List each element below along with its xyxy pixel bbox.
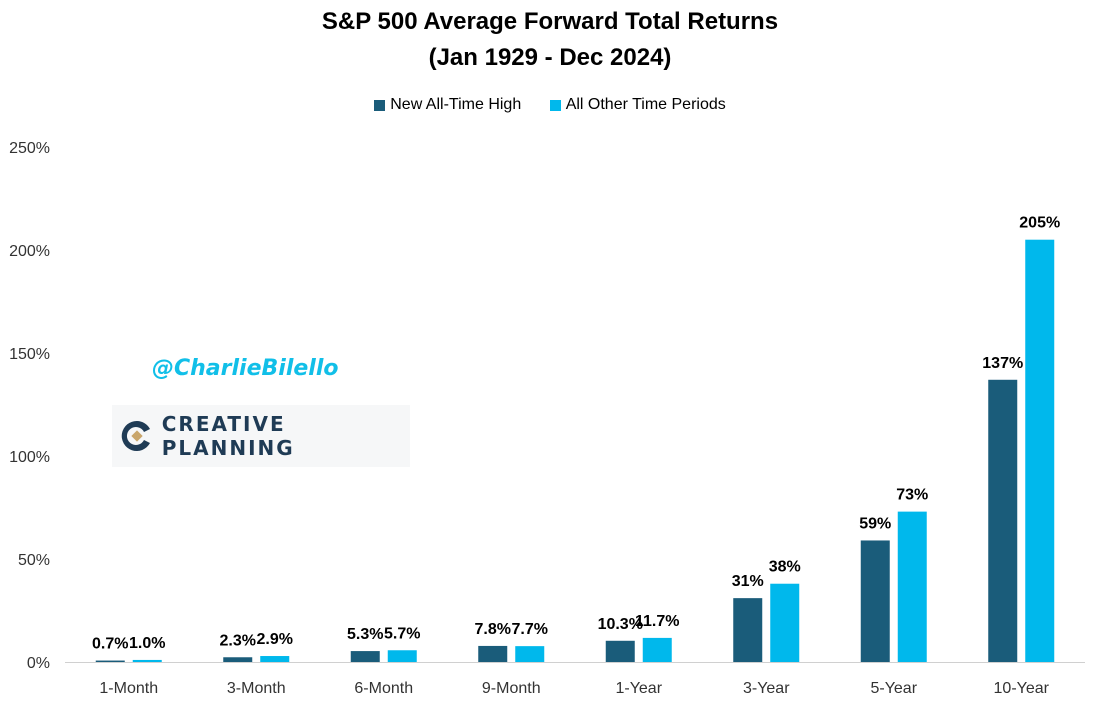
data-label: 2.3% xyxy=(220,632,256,649)
data-label: 59% xyxy=(859,515,891,532)
bar-new-ath xyxy=(860,540,890,662)
legend-item-other: All Other Time Periods xyxy=(549,96,726,114)
bar-new-ath xyxy=(988,379,1018,662)
data-label: 7.7% xyxy=(512,621,548,638)
watermark: @CharlieBilello xyxy=(152,356,339,381)
y-tick-label: 250% xyxy=(9,140,50,157)
bar-other-periods xyxy=(897,511,927,662)
creative-planning-logo: CREATIVE PLANNING xyxy=(112,405,410,467)
bar-other-periods xyxy=(1025,239,1055,662)
data-label: 2.9% xyxy=(257,631,293,648)
data-label: 1.0% xyxy=(129,635,165,652)
bar-new-ath xyxy=(95,660,125,662)
legend-label-ath: New All-Time High xyxy=(390,96,522,113)
x-tick-label: 3-Year xyxy=(743,680,790,697)
x-tick-label: 1-Year xyxy=(615,680,662,697)
x-tick-label: 3-Month xyxy=(227,680,286,697)
logo-text: CREATIVE PLANNING xyxy=(161,412,295,460)
legend-label-other: All Other Time Periods xyxy=(565,96,726,113)
y-tick-label: 200% xyxy=(9,243,50,260)
bar-new-ath xyxy=(223,657,253,662)
data-label: 5.7% xyxy=(384,625,420,642)
legend-swatch-other xyxy=(549,99,561,111)
x-tick-label: 5-Year xyxy=(870,680,917,697)
data-label: 7.8% xyxy=(475,621,511,638)
data-label: 137% xyxy=(982,355,1023,372)
bar-other-periods xyxy=(642,637,672,662)
x-tick-label: 10-Year xyxy=(994,680,1050,697)
data-label: 205% xyxy=(1019,215,1060,232)
bar-new-ath xyxy=(605,640,635,662)
data-label: 5.3% xyxy=(347,626,383,643)
x-tick-label: 9-Month xyxy=(482,680,541,697)
bar-new-ath xyxy=(478,645,508,662)
y-tick-label: 0% xyxy=(27,655,50,672)
bar-new-ath xyxy=(733,598,763,662)
data-label: 10.3% xyxy=(598,616,643,633)
x-tick-label: 1-Month xyxy=(99,680,158,697)
y-tick-label: 150% xyxy=(9,346,50,363)
chart-subtitle: (Jan 1929 - Dec 2024) xyxy=(428,44,672,71)
bar-new-ath xyxy=(350,651,380,662)
legend-item-ath: New All-Time High xyxy=(374,96,521,114)
legend: New All-Time High All Other Time Periods xyxy=(0,96,1100,116)
data-label: 11.7% xyxy=(635,613,679,630)
data-label: 31% xyxy=(732,573,764,590)
bar-other-periods xyxy=(260,656,290,662)
data-label: 73% xyxy=(896,487,928,504)
data-label: 0.7% xyxy=(92,636,128,653)
data-label: 38% xyxy=(769,559,801,576)
logo-mark-icon xyxy=(120,419,152,453)
bar-other-periods xyxy=(515,646,545,662)
legend-swatch-ath xyxy=(374,99,386,111)
bar-other-periods xyxy=(387,650,417,662)
bar-other-periods xyxy=(132,659,162,662)
y-tick-label: 100% xyxy=(9,449,50,466)
bar-other-periods xyxy=(770,583,800,662)
x-tick-label: 6-Month xyxy=(354,680,413,697)
chart-title: S&P 500 Average Forward Total Returns xyxy=(321,8,779,35)
y-tick-label: 50% xyxy=(18,552,50,569)
